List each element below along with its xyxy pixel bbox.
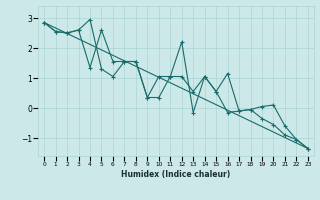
X-axis label: Humidex (Indice chaleur): Humidex (Indice chaleur) xyxy=(121,170,231,179)
